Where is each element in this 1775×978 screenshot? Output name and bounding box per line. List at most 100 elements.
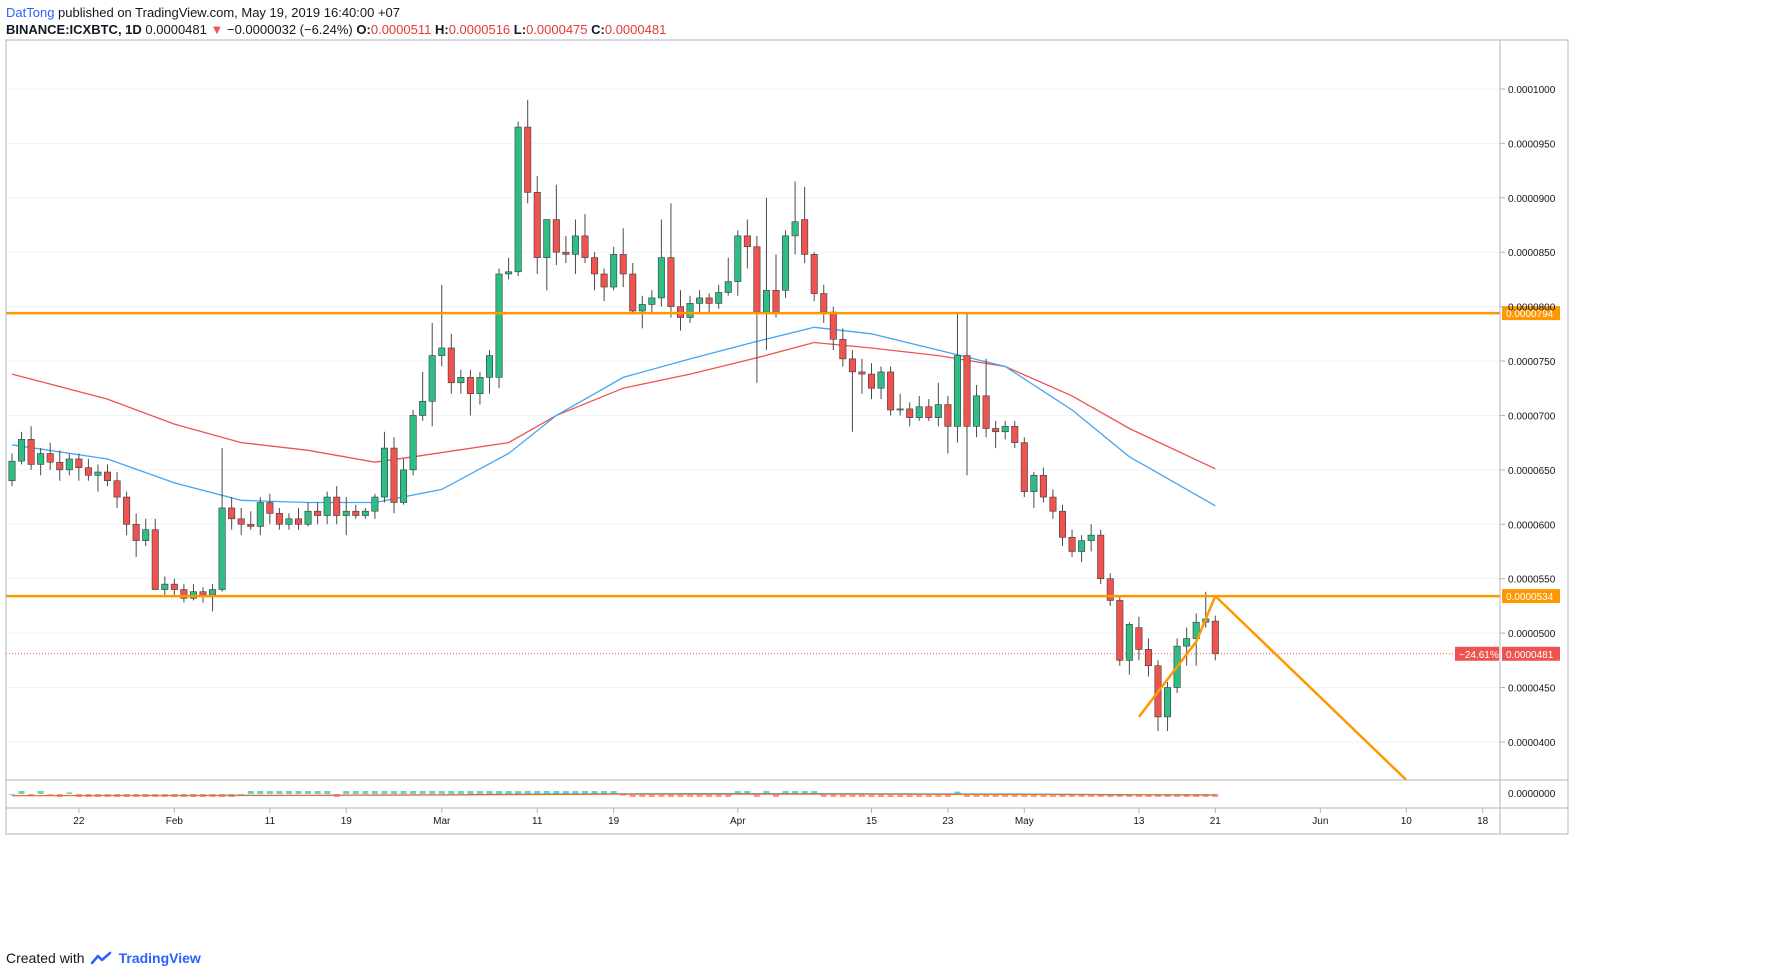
candle-up — [209, 589, 217, 596]
macd-histogram-bar — [782, 791, 789, 794]
candle-down — [1059, 510, 1067, 538]
candle-down — [982, 395, 990, 429]
macd-histogram-bar — [744, 791, 751, 794]
y-tick-label: 0.0000800 — [1508, 303, 1556, 314]
x-tick-label: 22 — [73, 816, 85, 827]
candle-down — [552, 219, 560, 253]
candle-up — [1078, 540, 1086, 552]
macd-histogram-bar — [591, 791, 598, 794]
x-tick-label: Feb — [166, 816, 184, 827]
macd-histogram-bar — [9, 794, 15, 795]
candle-down — [524, 126, 532, 193]
candle-down — [992, 428, 1000, 433]
candle-up — [304, 510, 312, 525]
candle-down — [1068, 537, 1076, 552]
candle-up — [323, 496, 331, 516]
candle-up — [953, 355, 961, 427]
tradingview-brand[interactable]: TradingView — [118, 950, 201, 966]
candle-up — [438, 347, 446, 356]
level-price-tag — [1502, 306, 1560, 321]
macd-histogram-bar — [715, 794, 722, 797]
level-price-tag — [1502, 589, 1560, 604]
support-trendline — [1137, 641, 1198, 718]
macd-histogram-bar — [849, 794, 856, 797]
candle-up — [371, 496, 379, 512]
candle-up — [400, 469, 408, 503]
candle-down — [237, 518, 245, 525]
ema-fast-line — [11, 326, 1216, 507]
level-price-label: 0.0000794 — [1506, 309, 1554, 320]
macd-histogram-bar — [66, 792, 73, 794]
candle-up — [543, 219, 551, 258]
macd-histogram-bar — [1107, 794, 1114, 797]
y-tick-label: 0.0000400 — [1508, 738, 1556, 749]
candle-up — [409, 415, 417, 471]
macd-histogram-bar — [811, 791, 818, 794]
author-link[interactable]: DatTong — [6, 5, 55, 20]
candle-down — [591, 257, 599, 275]
indicator-pane — [9, 791, 1219, 797]
candle-down — [75, 458, 83, 468]
macd-histogram-bar — [295, 791, 302, 794]
macd-histogram-bar — [314, 791, 321, 794]
macd-histogram-bar — [371, 791, 378, 794]
candle-up — [934, 404, 942, 418]
candle-up — [896, 408, 904, 411]
x-tick-label: Mar — [433, 816, 451, 827]
candle-up — [782, 235, 790, 291]
candle-down — [132, 523, 140, 541]
drawings: 0.0000794 0.0000534 −24.61% 0.0000481 — [6, 306, 1560, 781]
candle-up — [94, 471, 102, 476]
macd-histogram-bar — [1126, 794, 1133, 797]
candle-down — [562, 251, 570, 255]
tradingview-logo-icon — [90, 951, 111, 965]
candle-up — [762, 289, 770, 313]
axes: 0.00004000.00004500.00005000.00005500.00… — [5, 39, 1569, 835]
macd-histogram-bar — [820, 794, 827, 797]
macd-histogram-bar — [677, 794, 684, 797]
candle-down — [151, 529, 159, 590]
symbol-name[interactable]: BINANCE:ICXBTC, 1D — [6, 22, 142, 37]
macd-histogram-bar — [667, 794, 674, 797]
macd-histogram-bar — [734, 791, 741, 794]
candle-down — [925, 406, 933, 418]
candle-up — [161, 583, 169, 590]
candle-up — [8, 460, 16, 482]
macd-histogram-bar — [1078, 794, 1085, 797]
candle-down — [810, 254, 818, 294]
y-tick-label: 0.0000650 — [1508, 466, 1556, 477]
candle-up — [715, 292, 723, 304]
y-tick-label: 0.0000750 — [1508, 357, 1556, 368]
macd-histogram-bar — [582, 791, 588, 794]
macd-histogram-bar — [725, 794, 732, 797]
candle-down — [963, 355, 971, 427]
macd-histogram-bar — [610, 791, 617, 794]
macd-histogram-bar — [448, 791, 455, 794]
candle-up — [791, 221, 799, 237]
macd-histogram-bar — [438, 791, 445, 794]
macd-histogram-bar — [753, 794, 760, 797]
candle-down — [1097, 534, 1105, 579]
macd-histogram-bar — [973, 794, 980, 797]
macd-histogram-bar — [1040, 794, 1047, 797]
macd-histogram-bar — [524, 791, 531, 794]
y-tick-label: 0.0000550 — [1508, 575, 1556, 586]
macd-histogram-bar — [467, 791, 474, 794]
macd-histogram-bar — [916, 794, 923, 797]
x-tick-label: 10 — [1401, 816, 1413, 827]
macd-histogram-bar — [285, 791, 292, 794]
moving-averages — [11, 326, 1216, 507]
low-value: 0.0000475 — [526, 22, 588, 37]
macd-histogram-bar — [37, 791, 44, 794]
macd-histogram-bar — [457, 791, 464, 794]
candle-up — [734, 235, 742, 282]
candle-down — [619, 254, 627, 275]
macd-histogram-bar — [887, 794, 894, 797]
candle-down — [944, 404, 952, 427]
candle-up — [648, 297, 656, 305]
symbol-line: BINANCE:ICXBTC, 1D 0.0000481 ▼ −0.000003… — [6, 22, 666, 37]
macd-histogram-bar — [352, 791, 359, 794]
x-tick-label: 13 — [1133, 816, 1145, 827]
candle-down — [56, 461, 64, 471]
